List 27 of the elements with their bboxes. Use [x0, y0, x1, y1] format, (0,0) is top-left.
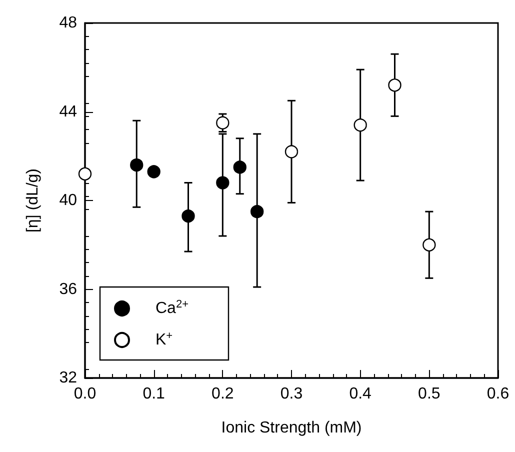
x-tick-label: 0.6: [486, 386, 510, 402]
x-tick-label: 0.5: [418, 386, 440, 402]
legend-label: K+: [156, 330, 173, 348]
point: [250, 204, 264, 218]
y-tick-label: 36: [59, 280, 78, 298]
x-axis-title: Ionic Strength (mM): [221, 420, 362, 436]
y-tick-label: 48: [59, 14, 78, 32]
point: [422, 238, 436, 252]
x-tick-label: 0.0: [74, 386, 96, 402]
point: [354, 118, 367, 132]
y-tick-label: 40: [59, 192, 78, 209]
point: [78, 167, 92, 180]
point: [182, 209, 195, 223]
point: [233, 160, 246, 174]
point: [130, 158, 144, 172]
point: [388, 78, 402, 92]
x-tick-label: 0.2: [212, 386, 234, 402]
y-tick-label: 44: [59, 103, 78, 120]
x-tick-label: 0.4: [349, 386, 372, 402]
x-tick-label: 0.1: [142, 386, 166, 402]
point: [216, 176, 230, 190]
y-axis-title: [η] (dL/g): [24, 168, 42, 233]
point: [147, 165, 160, 178]
x-tick-label: 0.3: [280, 386, 303, 402]
y-tick-label: 32: [59, 370, 78, 386]
point: [216, 116, 230, 130]
point: [284, 145, 298, 158]
